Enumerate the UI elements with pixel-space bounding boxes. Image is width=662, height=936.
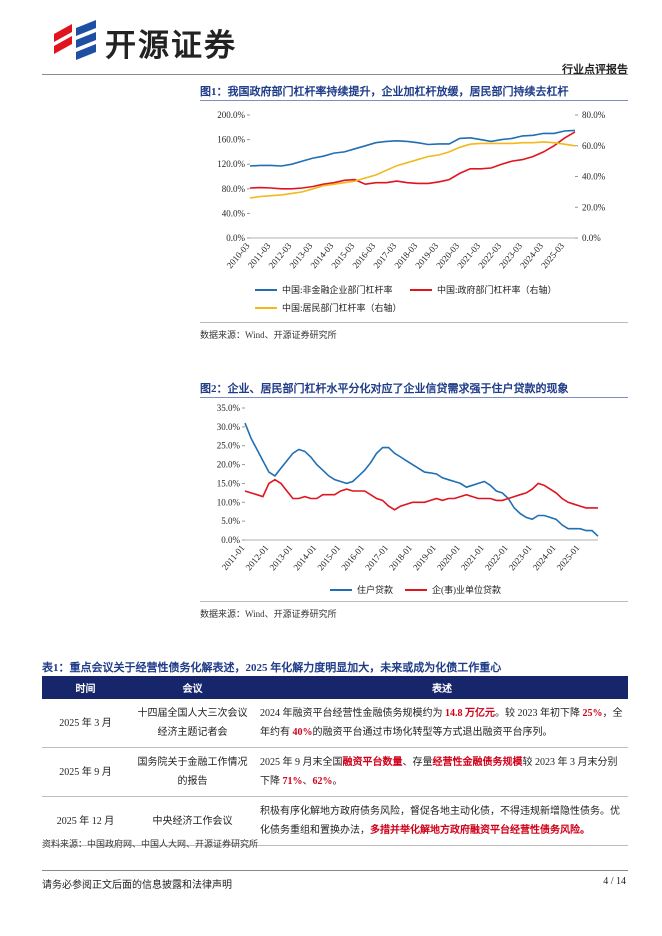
column-header: 时间 (42, 676, 129, 699)
chart: 0.0% 5.0% 10.0% 15.0% 20.0% 25.0% 30.0% 35.0% 20… (217, 403, 599, 595)
text: 积极有序化解地方政府债务风险，督促各地主动化债，不得违规新增隐性债务。优化债务重… (260, 806, 620, 836)
time-cell: 2025 年 3 月 (42, 699, 129, 748)
series-line (249, 141, 576, 199)
x-tick-label: 2023-01 (507, 543, 534, 572)
header-rule (42, 74, 628, 75)
text: 。 (332, 776, 343, 787)
x-tick-label: 2024-01 (531, 543, 558, 572)
legend-label: 中国:政府部门杠杆率（右轴） (437, 284, 557, 295)
page-number: 4 / 14 (603, 876, 626, 887)
logo-icon (54, 20, 96, 60)
text: 的融资平台通过市场化转型等方式退出融资平台序列。 (312, 727, 553, 738)
y2-tick-label: 80.0% (582, 110, 606, 120)
x-tick-label: 2013-01 (267, 543, 294, 572)
x-tick-label: 2016-01 (339, 543, 366, 572)
highlight-text: 14.8 万亿元 (445, 708, 495, 719)
series-line (244, 478, 598, 511)
table-source: 资料来源：中国政府网、中国人大网、开源证券研究所 (42, 839, 259, 849)
text: ，全年约有 (260, 708, 623, 738)
y-tick-label: 10.0% (217, 497, 241, 507)
meeting-cell: 国务院关于金融工作情况的报告 (129, 747, 256, 797)
column-header: 会议 (129, 676, 256, 699)
y-tick-label: 30.0% (217, 422, 241, 432)
y2-tick-label: 60.0% (582, 141, 606, 151)
meeting-cell: 中央经济工作会议 (129, 796, 256, 846)
brand: 开源证券 (105, 28, 237, 64)
y2-tick-label: 40.0% (582, 172, 606, 182)
x-tick-label: 2022-01 (483, 543, 510, 572)
y-tick-label: 25.0% (217, 441, 241, 451)
highlight-text: 多措并举化解地方政府融资平台经营性债务风险。 (370, 825, 590, 836)
text: 2025 年 9 月末全国 (260, 757, 343, 768)
legend-label: 中国:居民部门杠杆率（右轴） (282, 302, 402, 313)
table-row: 2025 年 3 月十四届全国人大三次会议经济主题记者会 2024 年融资平台经营… (42, 699, 628, 748)
report-type: 行业点评报告 (562, 64, 628, 76)
table-row: 2025 年 12 月中央经济工作会议 积极有序化解地方政府债务风险，督促各地主动… (42, 796, 628, 846)
figure-rule (200, 397, 628, 398)
figure-title: 图1：我国政府部门杠杆率持续提升，企业加杠杆放缓，居民部门持续去杠杆 (200, 86, 569, 98)
x-tick-label: 2019-01 (411, 543, 438, 572)
description-cell: 2024 年融资平台经营性金融债务规模约为 14.8 万亿元。较 2023 年初… (256, 699, 628, 748)
source-note: 数据来源：Wind、开源证券研究所 (200, 609, 337, 619)
text: 。较 2023 年初下降 (495, 708, 583, 719)
highlight-text: 经营性金融债务规模 (432, 757, 523, 768)
y-tick-label: 200.0% (217, 110, 245, 120)
y-tick-label: 15.0% (217, 478, 241, 488)
y-tick-label: 160.0% (217, 135, 245, 145)
x-tick-label: 2020-01 (435, 543, 462, 572)
series-line (249, 129, 576, 167)
table-row: 2025 年 9 月国务院关于金融工作情况的报告 2025 年 9 月末全国融资平… (42, 747, 628, 797)
chart: 0.0% 40.0% 80.0% 120.0% 160.0% 200.0% 0.0% 20.0… (217, 110, 606, 313)
footer-rule (42, 870, 628, 871)
legend-label: 中国:非金融企业部门杠杆率 (282, 284, 393, 295)
column-header: 表述 (256, 676, 628, 699)
text: 2024 年融资平台经营性金融债务规模约为 (260, 708, 445, 719)
highlight-text: 25% (582, 708, 603, 719)
series-line (249, 131, 576, 190)
y-tick-label: 0.0% (221, 535, 240, 545)
x-tick-label: 2012-01 (244, 543, 271, 572)
description-cell: 2025 年 9 月末全国融资平台数量、存量经营性金融债务规模较 2023 年 … (256, 747, 628, 797)
highlight-text: 62% (312, 776, 333, 787)
time-cell: 2025 年 12 月 (42, 796, 129, 846)
x-tick-label: 2018-01 (387, 543, 414, 572)
figure-rule (200, 100, 628, 101)
table-title: 表1：重点会议关于经营性债务化解表述，2025 年化解力度明显加大，未来或成为化… (42, 662, 502, 674)
time-cell: 2025 年 9 月 (42, 747, 129, 797)
legend-label: 企(事)业单位贷款 (432, 584, 501, 595)
x-tick-label: 2025-01 (555, 543, 582, 572)
disclaimer: 请务必参阅正文后面的信息披露和法律声明 (42, 880, 232, 891)
x-tick-label: 2017-01 (363, 543, 390, 572)
y2-tick-label: 0.0% (582, 233, 601, 243)
figure-title: 图2：企业、居民部门杠杆水平分化对应了企业信贷需求强于住户贷款的现象 (200, 383, 569, 395)
x-tick-label: 2021-01 (459, 543, 486, 572)
y-tick-label: 40.0% (222, 208, 246, 218)
x-tick-label: 2015-01 (315, 543, 342, 572)
source-rule (200, 322, 628, 323)
series-line (244, 422, 599, 537)
table: 时间 会议 表述 2025 年 3 月十四届全国人大三次会议经济主题记者会 202… (42, 676, 628, 846)
y-tick-label: 120.0% (217, 159, 245, 169)
highlight-text: 融资平台数量 (342, 757, 403, 768)
text: 、存量 (402, 757, 433, 768)
x-tick-label: 2014-01 (291, 543, 318, 572)
y-tick-label: 0.0% (226, 233, 245, 243)
y-tick-label: 5.0% (221, 516, 240, 526)
y-tick-label: 20.0% (217, 460, 241, 470)
highlight-text: 40% (292, 727, 313, 738)
x-tick-label: 2011-01 (220, 543, 247, 572)
legend-label: 住户贷款 (357, 584, 393, 595)
y-tick-label: 35.0% (217, 403, 241, 413)
source-rule (200, 601, 628, 602)
highlight-text: 71% (282, 776, 303, 787)
description-cell: 积极有序化解地方政府债务风险，督促各地主动化债，不得违规新增隐性债务。优化债务重… (256, 796, 628, 846)
source-note: 数据来源：Wind、开源证券研究所 (200, 330, 337, 340)
meeting-cell: 十四届全国人大三次会议经济主题记者会 (129, 699, 256, 748)
text: 、 (302, 776, 313, 787)
y-tick-label: 80.0% (222, 184, 246, 194)
text: 较 2023 年 3 月末分别下降 (260, 757, 618, 787)
y2-tick-label: 20.0% (582, 202, 606, 212)
